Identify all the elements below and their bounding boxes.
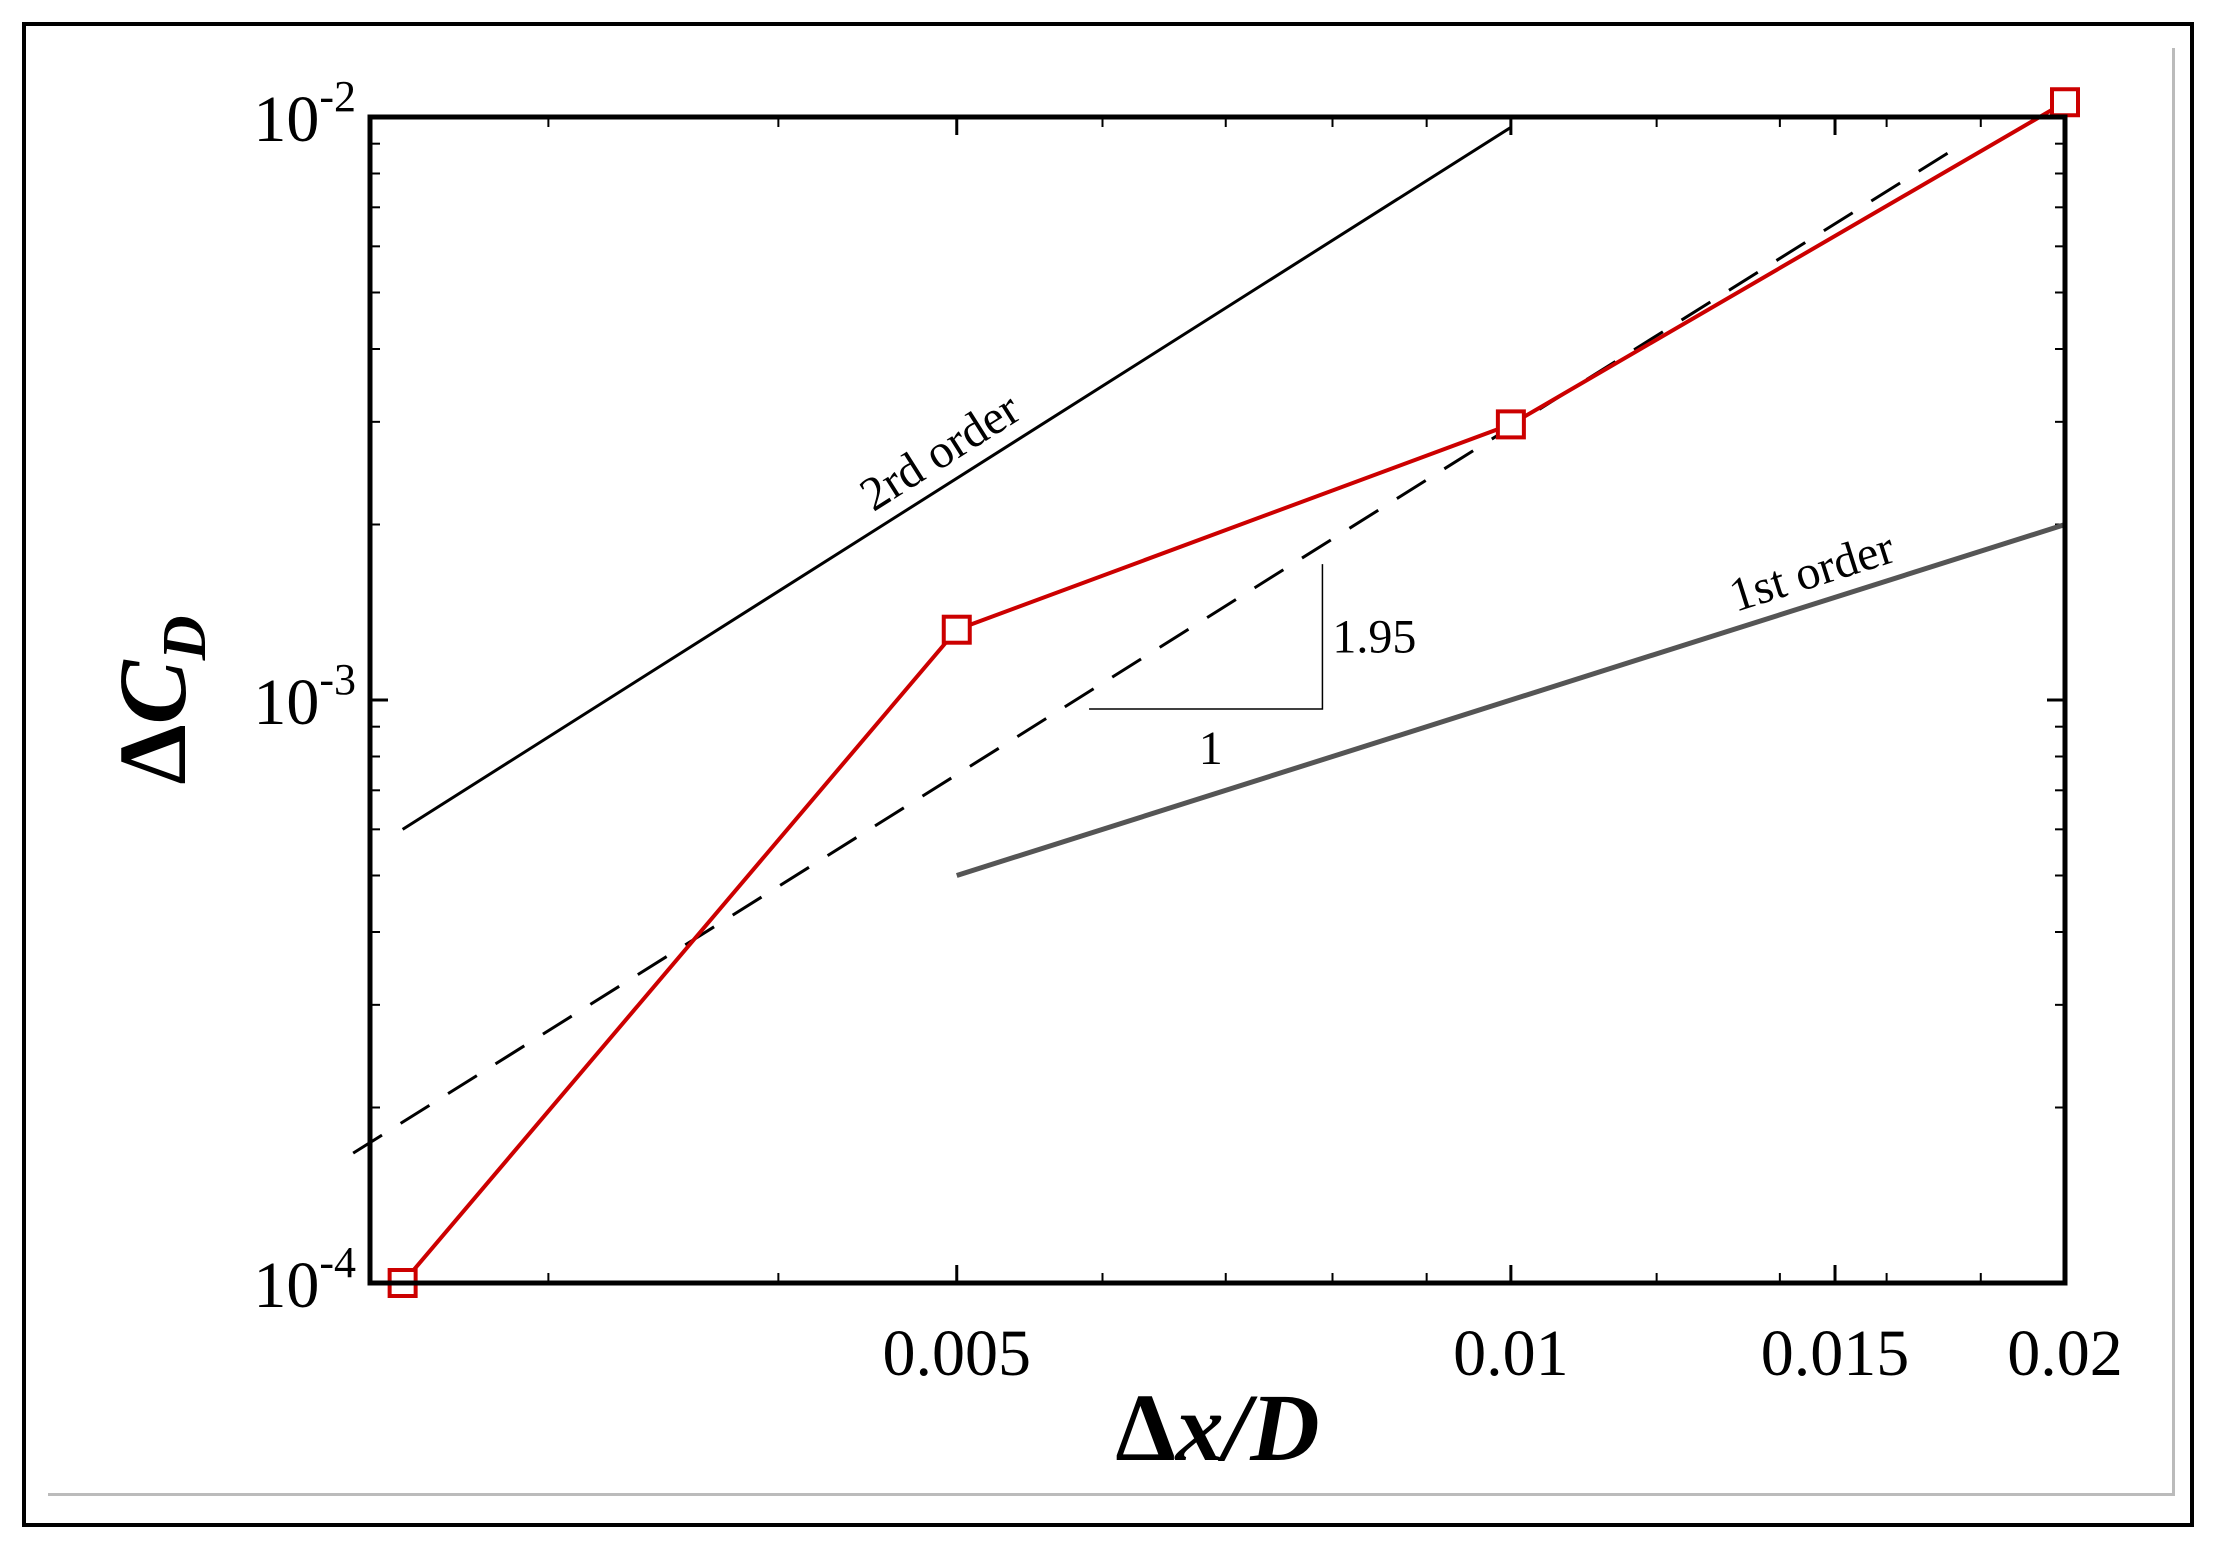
slope-rise-label: 1.95	[1332, 611, 1416, 664]
y-tick-base: 10	[253, 1249, 319, 1322]
y-axis-title-delta: Δ	[99, 724, 206, 784]
y-tick-exponent: -3	[319, 655, 356, 704]
frame-shadow-right	[2172, 48, 2175, 1493]
y-axis-title: ΔCD	[99, 616, 219, 785]
slope-run-label: 1	[1199, 722, 1223, 775]
plot-area-frame	[367, 114, 2068, 1286]
x-axis-title-delta: Δ	[1115, 1374, 1175, 1481]
y-axis-title-subscript: D	[151, 616, 219, 662]
x-tick-label: 0.015	[1761, 1317, 1910, 1390]
x-tick-label: 0.005	[883, 1317, 1032, 1390]
x-axis-title-var: x	[1174, 1374, 1224, 1481]
frame-shadow-bottom	[48, 1493, 2175, 1496]
x-axis-title: Δx/D	[1115, 1374, 1319, 1481]
fitted-slope-dashed-line	[352, 145, 1960, 1155]
second-order-label: 2rd order	[851, 382, 1029, 522]
error-series-marker	[941, 614, 972, 645]
y-tick-exponent: -2	[319, 72, 356, 121]
figure-frame	[22, 22, 2194, 1527]
y-tick-label: 10-2	[253, 72, 356, 156]
slope-triangle	[1089, 564, 1324, 710]
tick-layer	[370, 115, 2067, 1285]
error-series-marker	[2050, 87, 2080, 118]
second-order-reference-line	[401, 126, 1512, 831]
y-axis-title-var: C	[99, 659, 206, 724]
error-series-line	[401, 100, 2067, 1285]
x-axis-title-ref: D	[1249, 1374, 1319, 1481]
series-layer	[352, 87, 2080, 1298]
x-tick-label: 0.01	[1453, 1317, 1569, 1390]
error-series-marker	[1495, 409, 1526, 440]
x-tick-label: 0.02	[2007, 1317, 2123, 1390]
y-tick-base: 10	[253, 666, 319, 739]
y-tick-label: 10-3	[253, 655, 356, 739]
first-order-reference-line	[956, 522, 2066, 878]
y-tick-exponent: -4	[319, 1238, 356, 1287]
y-tick-label: 10-4	[253, 1238, 356, 1322]
y-tick-base: 10	[253, 83, 319, 156]
